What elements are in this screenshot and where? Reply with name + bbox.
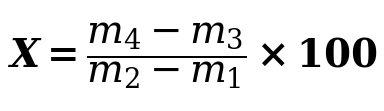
Text: $\boldsymbol{X = \dfrac{m_4 - m_3}{m_2 - m_1} \times 100}$: $\boldsymbol{X = \dfrac{m_4 - m_3}{m_2 -… <box>7 20 377 91</box>
